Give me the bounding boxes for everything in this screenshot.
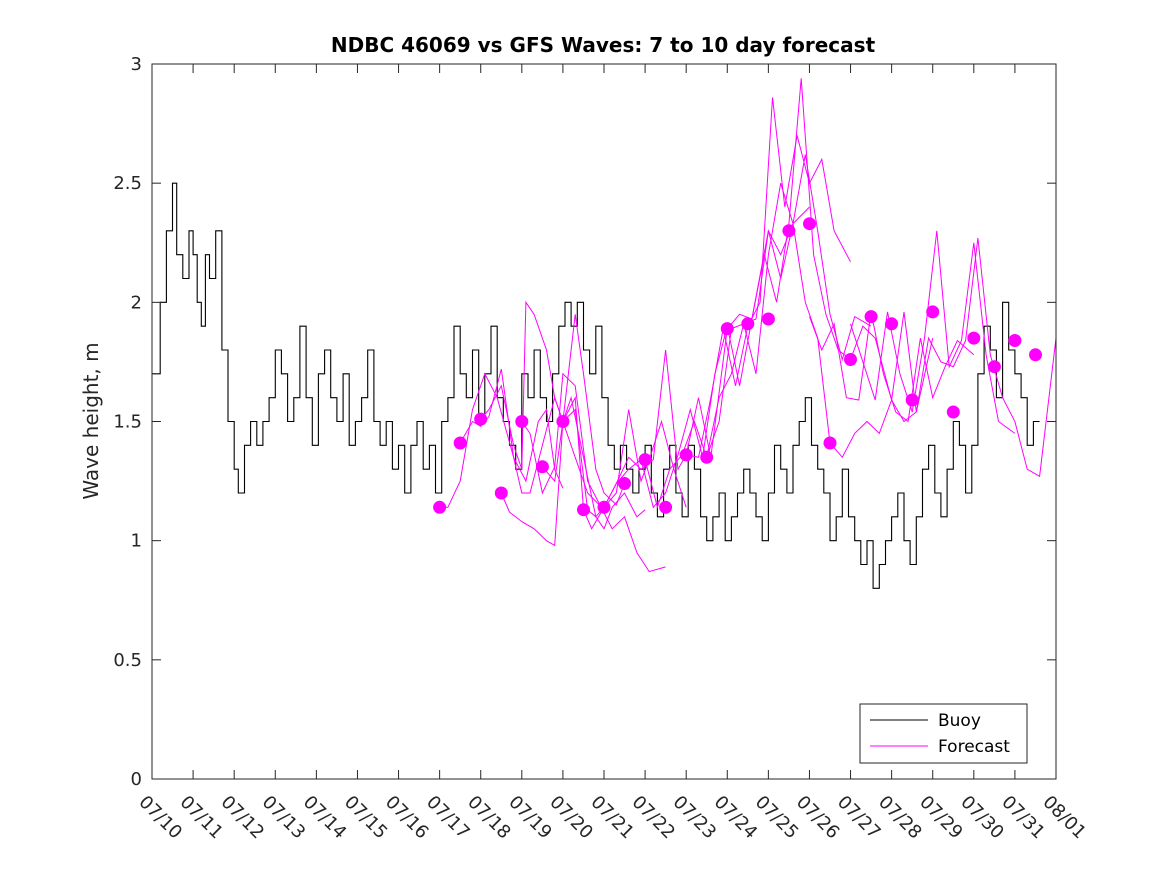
y-tick-label: 2.5 [113, 173, 142, 194]
forecast-marker [453, 436, 467, 450]
forecast-marker [700, 450, 714, 464]
forecast-marker [987, 360, 1001, 374]
forecast-marker [864, 310, 878, 324]
forecast-line-10 [686, 97, 851, 458]
forecast-marker [515, 415, 529, 428]
forecast-marker [1008, 334, 1022, 347]
legend-label-forecast: Forecast [938, 737, 1010, 757]
forecast-marker [659, 500, 673, 514]
y-tick-label: 0.5 [113, 650, 142, 671]
forecast-marker [761, 312, 775, 326]
forecast-line-14 [809, 311, 975, 423]
plot-area [152, 78, 1057, 589]
forecast-marker [556, 415, 570, 428]
forecast-marker [741, 317, 755, 331]
forecast-line-13 [767, 223, 934, 459]
forecast-marker [535, 460, 549, 474]
forecast-marker [1029, 348, 1042, 362]
forecast-marker [679, 448, 693, 462]
forecast-line-15 [850, 230, 1016, 434]
forecast-line-3 [480, 300, 625, 506]
y-tick-label: 3 [131, 54, 142, 75]
forecast-marker [844, 353, 857, 366]
forecast-marker [885, 317, 899, 331]
chart-title: NDBC 46069 vs GFS Waves: 7 to 10 day for… [331, 33, 876, 57]
forecast-marker [638, 453, 652, 467]
forecast-marker [494, 486, 508, 500]
legend-box [859, 703, 1028, 764]
forecast-line-9 [644, 206, 810, 510]
forecast-marker [946, 405, 960, 419]
forecast-marker [618, 477, 631, 490]
y-tick-label: 2 [131, 292, 142, 313]
y-axis-label: Wave height, m [79, 342, 103, 499]
forecast-marker [926, 305, 940, 319]
forecast-marker [577, 503, 590, 517]
y-tick-label: 1.5 [113, 412, 142, 433]
forecast-line-12 [726, 78, 893, 401]
y-tick-label: 1 [131, 531, 142, 552]
forecast-marker [433, 500, 447, 514]
forecast-line-7 [562, 328, 728, 530]
forecast-line-4 [500, 395, 646, 547]
forecast-marker [474, 412, 488, 426]
legend-label-buoy: Buoy [938, 711, 981, 731]
forecast-marker [967, 331, 981, 345]
forecast-marker [823, 436, 837, 450]
legend: Buoy Forecast [859, 703, 1028, 764]
forecast-marker [803, 217, 816, 231]
forecast-line-5 [521, 372, 666, 573]
forecast-marker [782, 224, 796, 238]
forecast-marker [597, 500, 611, 514]
y-tick-label: 0 [131, 769, 142, 790]
forecast-marker [905, 393, 919, 407]
buoy-series-line [152, 182, 1040, 589]
forecast-marker [720, 322, 734, 336]
forecast-line-1 [439, 372, 564, 508]
